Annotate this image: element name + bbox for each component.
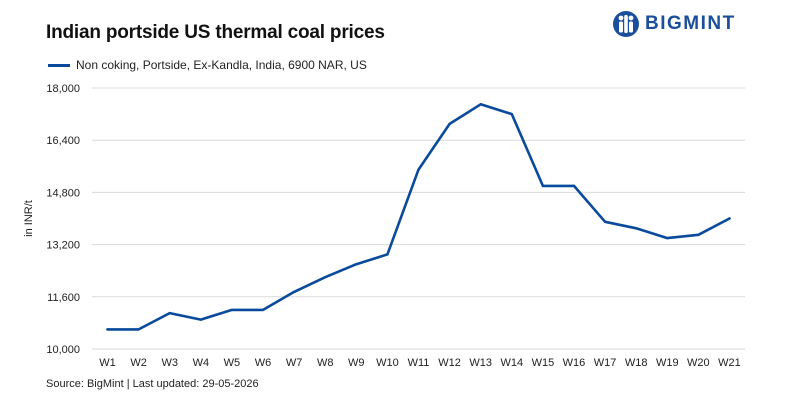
y-tick-label: 14,800	[46, 187, 80, 199]
y-tick-label: 10,000	[46, 344, 80, 356]
x-tick-label: W19	[656, 357, 679, 369]
x-tick-label: W4	[193, 357, 210, 369]
x-tick-label: W10	[376, 357, 399, 369]
y-axis-ticks: 10,000 11,600 13,200 14,800 16,400 18,000	[46, 83, 80, 356]
x-tick-label: W18	[625, 357, 648, 369]
bigmint-logo-icon	[613, 11, 639, 37]
data-point	[603, 220, 607, 223]
x-tick-label: W5	[224, 357, 241, 369]
data-point	[199, 318, 203, 321]
x-tick-label: W9	[348, 357, 365, 369]
data-point	[479, 103, 482, 106]
data-point	[510, 112, 513, 116]
data-point	[355, 262, 358, 266]
data-point	[572, 184, 576, 188]
data-point	[728, 217, 731, 220]
x-tick-label: W15	[532, 357, 555, 369]
y-tick-label: 18,000	[46, 83, 80, 95]
data-point	[324, 276, 327, 279]
x-tick-label: W2	[130, 357, 147, 369]
x-tick-label: W21	[718, 357, 741, 369]
series-group	[106, 103, 731, 331]
y-tick-label: 16,400	[46, 135, 80, 147]
x-tick-label: W12	[438, 357, 461, 369]
data-point	[634, 227, 638, 230]
legend-swatch	[48, 63, 70, 67]
chart-legend: Non coking, Portside, Ex-Kandla, India, …	[48, 58, 367, 72]
data-point	[230, 308, 234, 312]
logo-text: BIGMINT	[645, 13, 736, 34]
data-point	[417, 168, 420, 171]
data-point	[292, 290, 296, 294]
bigmint-logo: BIGMINT	[612, 10, 736, 38]
data-point	[106, 328, 109, 331]
x-tick-label: W13	[469, 357, 492, 369]
data-point	[261, 308, 265, 312]
x-tick-label: W8	[317, 357, 334, 369]
data-point	[168, 311, 171, 315]
series-line	[106, 103, 731, 331]
x-tick-label: W6	[255, 357, 272, 369]
y-tick-label: 11,600	[47, 292, 80, 304]
y-axis-label: in INR/t	[23, 200, 35, 237]
data-point	[137, 328, 140, 331]
x-tick-label: W7	[286, 357, 303, 369]
data-point	[666, 236, 669, 240]
x-tick-label: W1	[99, 357, 116, 369]
x-tick-label: W14	[500, 357, 523, 369]
x-tick-label: W17	[594, 357, 617, 369]
data-point	[697, 233, 700, 237]
y-tick-label: 13,200	[46, 240, 80, 252]
x-tick-label: W3	[161, 357, 178, 369]
source-note: Source: BigMint | Last updated: 29-05-20…	[46, 378, 259, 390]
legend-label: Non coking, Portside, Ex-Kandla, India, …	[76, 58, 367, 72]
x-axis-ticks: W1 W2 W3 W4 W5 W6 W7 W8 W9 W10 W11 W12 W13 W14 W15 W16 W…	[99, 357, 740, 369]
x-tick-label: W16	[563, 357, 586, 369]
data-point	[448, 122, 451, 126]
grid-lines	[92, 87, 745, 350]
x-tick-label: W20	[687, 357, 710, 369]
chart-title: Indian portside US thermal coal prices	[46, 22, 385, 43]
data-point	[541, 184, 545, 188]
data-point	[386, 253, 389, 256]
x-tick-label: W11	[408, 357, 430, 369]
